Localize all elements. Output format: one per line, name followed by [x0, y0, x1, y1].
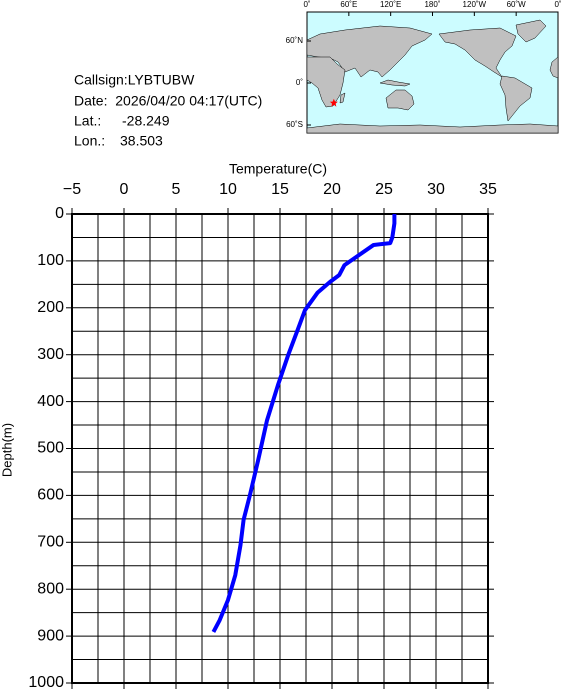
date: Date: 2026/04/20 04:17(UTC) [74, 93, 262, 109]
map-lat-label: 0˚ [296, 78, 303, 87]
temperature-profile [211, 214, 397, 633]
west-africa [549, 56, 559, 79]
x-tick-label: 20 [323, 181, 341, 198]
y-tick-label: 700 [37, 534, 64, 551]
greenland [515, 19, 547, 43]
map-lon-label: 0˚ [554, 0, 561, 9]
y-tick-label: 800 [37, 580, 64, 597]
lon-label: Lon.: [74, 133, 105, 149]
antarctica [306, 123, 559, 134]
y-tick-label: 400 [37, 393, 64, 410]
plot-frame [71, 213, 489, 684]
x-tick-label: 35 [479, 181, 497, 198]
y-tick-label: 100 [37, 252, 64, 269]
x-tick-label: −5 [63, 181, 81, 198]
lon-value: 38.503 [120, 133, 163, 149]
africa [306, 56, 346, 108]
x-tick-label: 5 [172, 181, 181, 198]
y-tick-label: 900 [37, 627, 64, 644]
x-tick-label: 15 [271, 181, 289, 198]
south-america [499, 75, 533, 122]
map-lon-label: 60˚W [507, 0, 527, 9]
eurasia [306, 25, 433, 78]
madagascar [339, 92, 346, 104]
position-marker [329, 98, 338, 107]
x-tick-label: 25 [375, 181, 393, 198]
callsign: Callsign:LYBTUBW [74, 72, 195, 88]
y-tick-label: 600 [37, 487, 64, 504]
y-axis-title: Depth(m) [0, 423, 14, 477]
x-axis-title: Temperature(C) [229, 161, 327, 177]
lat-value: -28.249 [122, 113, 170, 129]
x-tick-label: 30 [427, 181, 445, 198]
map-lat-label: 60˚N [286, 36, 304, 45]
x-tick-label: 10 [219, 181, 237, 198]
y-tick-label: 1000 [28, 674, 64, 690]
indonesia [379, 79, 411, 87]
map-lon-label: 0˚ [303, 0, 310, 9]
map-lon-label: 180˚ [424, 0, 440, 9]
y-tick-label: 300 [37, 346, 64, 363]
world-map [306, 11, 559, 134]
y-tick-label: 200 [37, 299, 64, 316]
map-lon-label: 60˚E [340, 0, 357, 9]
y-tick-label: 0 [55, 205, 64, 222]
lat-label: Lat.: [74, 113, 101, 129]
north-america [438, 27, 517, 78]
map-lat-label: 60˚S [286, 120, 303, 129]
map-lon-label: 120˚E [380, 0, 401, 9]
map-lon-label: 120˚W [463, 0, 487, 9]
y-tick-label: 500 [37, 440, 64, 457]
x-tick-label: 0 [120, 181, 129, 198]
australia [385, 89, 415, 111]
